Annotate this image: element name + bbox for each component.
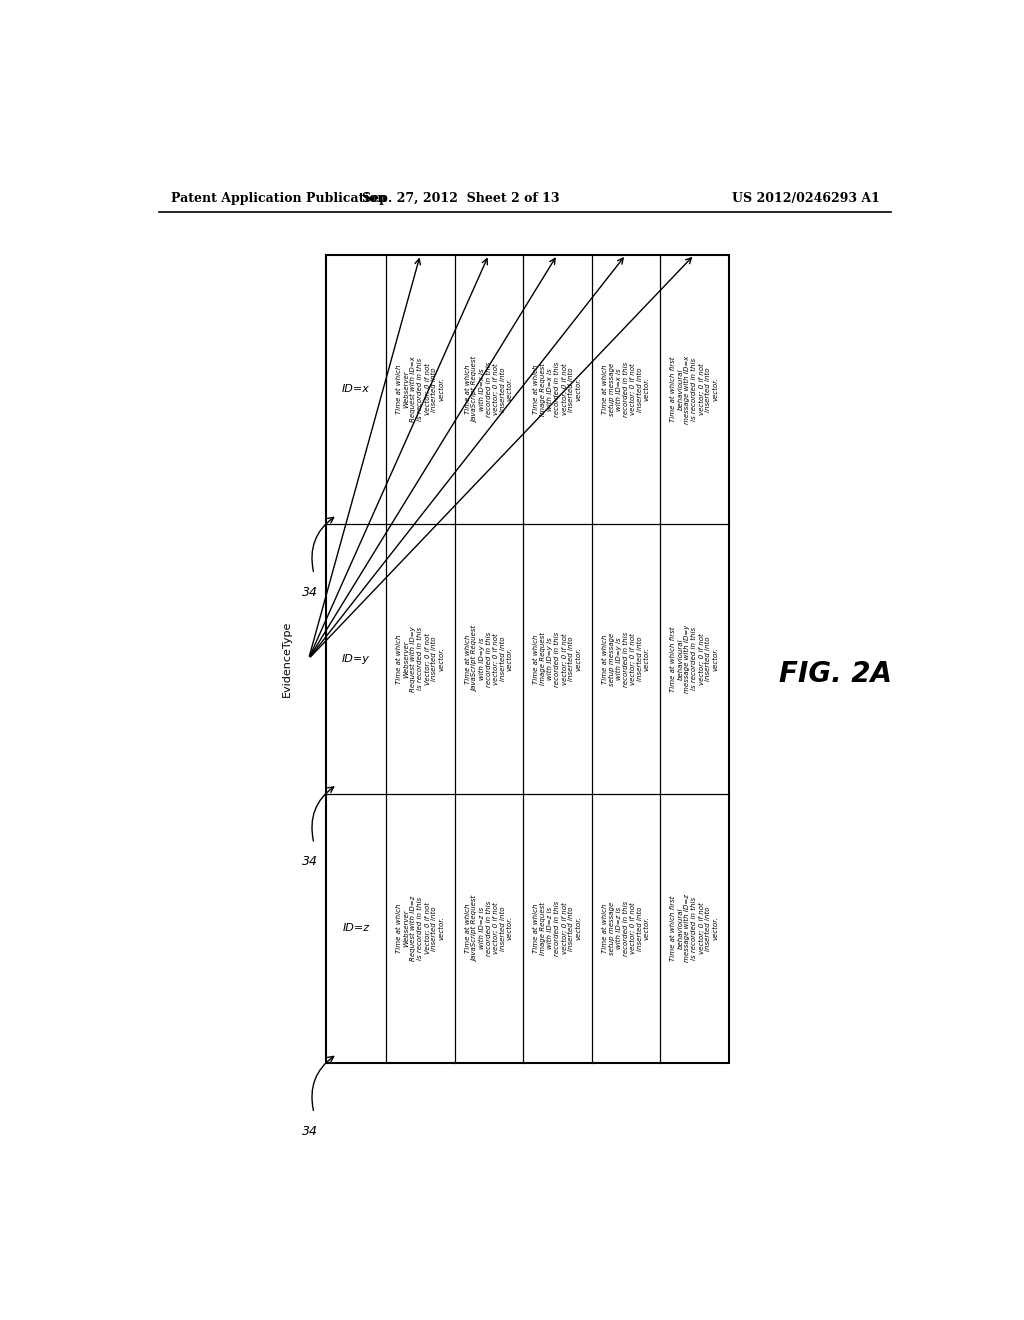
Text: Time at which
setup message
with ID=x is
recorded in this
vector; 0 if not
inser: Time at which setup message with ID=x is… xyxy=(602,362,650,417)
Text: 34: 34 xyxy=(302,586,318,599)
Text: Time at which first
behavioural
message with ID=z
is recorded in this
vector; 0 : Time at which first behavioural message … xyxy=(671,895,719,962)
Text: Patent Application Publication: Patent Application Publication xyxy=(171,191,386,205)
Text: FIG. 2A: FIG. 2A xyxy=(779,660,892,688)
Text: Time at which
Image Request
with ID=x is
recorded in this
vector; 0 if not
inser: Time at which Image Request with ID=x is… xyxy=(534,362,582,417)
Text: Time at which first
behavioural
message with ID=y
is recorded in this
vector; 0 : Time at which first behavioural message … xyxy=(671,624,719,693)
Text: Time at which
Image Request
with ID=z is
recorded in this
vector; 0 if not
inser: Time at which Image Request with ID=z is… xyxy=(534,900,582,956)
Text: US 2012/0246293 A1: US 2012/0246293 A1 xyxy=(732,191,880,205)
Text: ID=z: ID=z xyxy=(342,924,370,933)
Text: Time at which
Webserver
Request with ID=y
is recorded in this
Vector; 0 if not
i: Time at which Webserver Request with ID=… xyxy=(396,626,444,692)
Text: EvidenceType: EvidenceType xyxy=(282,620,292,697)
Text: Time at which
Image Request
with ID=y is
recorded in this
vector; 0 if not
inser: Time at which Image Request with ID=y is… xyxy=(534,631,582,686)
Text: 34: 34 xyxy=(302,855,318,869)
Text: Time at which
JavaScript Request
with ID=z is
recorded in this
vector; 0 if not
: Time at which JavaScript Request with ID… xyxy=(465,895,513,961)
Text: Time at which
Webserver
Request with ID=x
is recorded in this
Vector; 0 if not
i: Time at which Webserver Request with ID=… xyxy=(396,356,444,422)
Text: Time at which
Webserver
Request with ID=z
is recorded in this
Vector; 0 if not
i: Time at which Webserver Request with ID=… xyxy=(396,896,444,961)
Text: 34: 34 xyxy=(302,1125,318,1138)
Text: Time at which
JavaScript Request
with ID=x is
recorded in this
vector; 0 if not
: Time at which JavaScript Request with ID… xyxy=(465,356,513,422)
Text: Sep. 27, 2012  Sheet 2 of 13: Sep. 27, 2012 Sheet 2 of 13 xyxy=(362,191,560,205)
Text: Time at which
setup message
with ID=y is
recorded in this
vector; 0 if not
inser: Time at which setup message with ID=y is… xyxy=(602,631,650,686)
Text: ID=y: ID=y xyxy=(342,653,370,664)
Text: ID=x: ID=x xyxy=(342,384,370,395)
Bar xyxy=(326,255,729,1063)
Text: Time at which first
behavioural
message with ID=x
is recorded in this
vector; 0 : Time at which first behavioural message … xyxy=(671,355,719,424)
Text: Time at which
JavaScript Request
with ID=y is
recorded in this
vector; 0 if not
: Time at which JavaScript Request with ID… xyxy=(465,626,513,692)
Text: Time at which
setup message
with ID=z is
recorded in this
vector; 0 if not
inser: Time at which setup message with ID=z is… xyxy=(602,900,650,956)
